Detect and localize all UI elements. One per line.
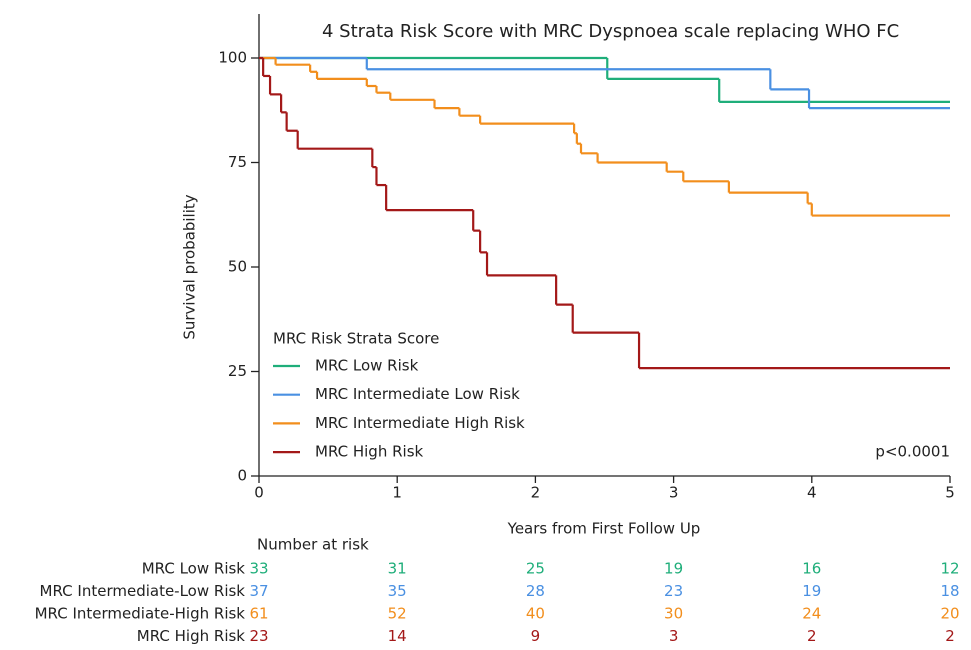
y-axis-label: Survival probability [181,194,199,339]
risk-count: 19 [664,560,683,578]
risk-count: 23 [664,582,683,600]
x-tick-label: 3 [669,484,679,502]
y-tick-label: 0 [237,467,247,485]
risk-count: 23 [249,627,268,645]
p-value: p<0.0001 [875,443,950,461]
risk-count: 2 [945,627,955,645]
risk-count: 33 [249,560,268,578]
risk-count: 20 [940,605,959,623]
y-tick-label: 100 [218,49,247,67]
legend-title: MRC Risk Strata Score [273,330,439,348]
risk-count: 61 [249,605,268,623]
risk-count: 14 [388,627,407,645]
risk-count: 52 [388,605,407,623]
y-tick-label: 75 [228,153,247,171]
x-axis-label: Years from First Follow Up [507,520,701,538]
legend-label: MRC High Risk [315,443,424,461]
risk-count: 16 [802,560,821,578]
x-tick-label: 4 [807,484,817,502]
x-tick-label: 1 [392,484,402,502]
x-tick-label: 0 [254,484,264,502]
y-tick-label: 25 [228,362,247,380]
risk-count: 19 [802,582,821,600]
risk-count: 35 [388,582,407,600]
risk-row-label: MRC Intermediate-Low Risk [40,582,246,600]
risk-count: 9 [531,627,541,645]
risk-row-label: MRC Intermediate-High Risk [35,605,246,623]
chart-title: 4 Strata Risk Score with MRC Dyspnoea sc… [322,21,899,42]
risk-count: 31 [388,560,407,578]
legend-label: MRC Low Risk [315,357,419,375]
risk-count: 28 [526,582,545,600]
risk-row-label: MRC High Risk [137,627,246,645]
risk-count: 25 [526,560,545,578]
risk-count: 18 [940,582,959,600]
risk-count: 40 [526,605,545,623]
x-tick-label: 2 [531,484,541,502]
legend-label: MRC Intermediate Low Risk [315,385,520,403]
risk-count: 30 [664,605,683,623]
risk-row-label: MRC Low Risk [142,560,246,578]
risk-count: 24 [802,605,821,623]
risk-table-title: Number at risk [257,536,369,554]
risk-count: 3 [669,627,679,645]
risk-count: 37 [249,582,268,600]
risk-count: 2 [807,627,817,645]
y-tick-label: 50 [228,258,247,276]
risk-count: 12 [940,560,959,578]
x-tick-label: 5 [945,484,955,502]
legend-label: MRC Intermediate High Risk [315,414,525,432]
